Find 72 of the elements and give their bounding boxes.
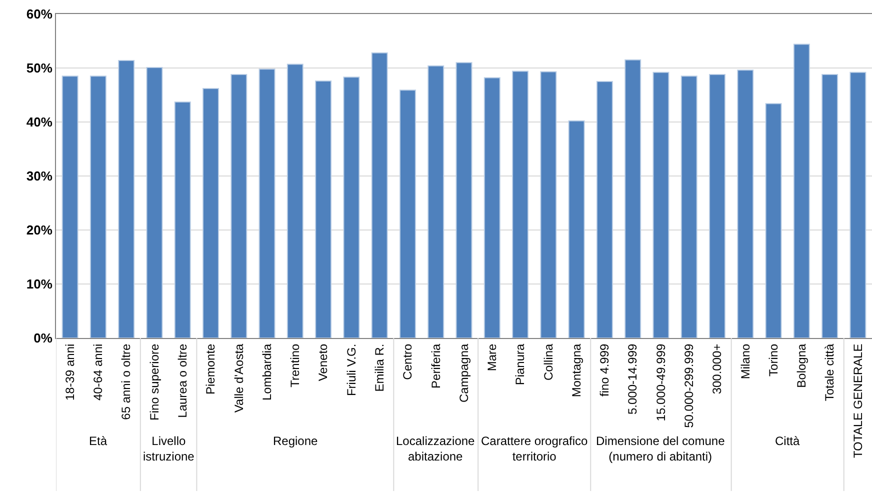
bar: [652, 72, 670, 338]
x-tick-label: Torino: [766, 343, 780, 376]
x-tick-label: Lombardia: [260, 343, 274, 401]
x-tick-label: Bologna: [794, 343, 809, 388]
text: Localizzazione abitazione: [396, 434, 476, 464]
x-tick-label: Valle d'Aosta: [232, 343, 246, 413]
x-tick-label: Veneto: [316, 343, 330, 382]
bar: [822, 74, 838, 338]
y-tick-label: 0%: [34, 330, 53, 346]
bar: [90, 76, 106, 338]
bar: [315, 80, 332, 338]
bar: [62, 76, 78, 338]
x-tick-label: Laurea o oltre: [176, 343, 190, 418]
bar: [371, 52, 388, 338]
y-tick-label: 30%: [26, 168, 53, 184]
x-tick-label: 5.000-14.999: [626, 343, 640, 415]
bar: [202, 88, 219, 338]
y-tick-label: 40%: [26, 114, 53, 130]
x-tick-label: 50.000-299.999: [682, 343, 696, 428]
x-tick-label: Friuli V.G.: [344, 344, 358, 396]
x-tick-label: Campagna: [456, 343, 471, 403]
bar: [456, 62, 472, 338]
text: Dimensione del comune (numero di abitanti): [596, 434, 726, 464]
x-tick-label: fino 4.999: [598, 343, 612, 397]
bar: [174, 102, 191, 338]
x-tick-label: Mare: [485, 343, 500, 372]
bar: [737, 70, 754, 338]
bar: [286, 64, 304, 338]
bar: [146, 66, 163, 338]
x-tick-label: Collina: [541, 343, 556, 380]
x-tick-label: Trentino: [288, 343, 302, 388]
x-tick-label: 18-39 anni: [62, 344, 77, 401]
bar: [258, 68, 276, 338]
y-tick-label: 10%: [26, 276, 53, 292]
x-tick-label: Fino superiore: [147, 343, 162, 421]
x-tick-label: 65 anni o oltre: [119, 343, 134, 420]
bar: [709, 74, 726, 338]
x-tick-label: Montagna: [569, 343, 584, 398]
y-tick-label: 50%: [26, 60, 53, 76]
bar: [428, 65, 444, 338]
x-tick-label: 40-64 anni: [91, 344, 106, 401]
x-tick-label: 15.000-49.999: [654, 343, 668, 422]
bar: [230, 74, 248, 338]
bar: [399, 90, 416, 338]
bar: [484, 77, 500, 338]
bar: [765, 103, 782, 338]
text: Età: [89, 434, 108, 448]
text: Regione: [273, 434, 318, 448]
x-tick-label: Emilia R.: [372, 344, 386, 392]
x-tick-label: Periferia: [428, 343, 443, 388]
x-tick-label: Totale città: [822, 343, 837, 402]
x-tick-label: Milano: [738, 343, 752, 380]
bar: [343, 76, 360, 338]
bar: [512, 70, 529, 338]
x-tick-label: Piemonte: [204, 343, 218, 395]
bar: [118, 60, 135, 338]
bar: [624, 59, 642, 338]
x-tick-label: TOTALE GENERALE: [850, 344, 865, 458]
bar: [850, 72, 866, 338]
bar: [793, 44, 810, 338]
bar: [540, 71, 557, 338]
bar: [568, 120, 585, 338]
x-tick-label: Pianura: [513, 343, 528, 386]
bar: [680, 76, 698, 338]
text: Carattere orografico territorio: [481, 434, 588, 464]
y-tick-label: 20%: [26, 222, 53, 238]
bar: [596, 81, 613, 338]
text: Livello istruzione: [143, 434, 195, 464]
y-tick-label: 60%: [26, 6, 53, 22]
x-tick-label: 300.000+: [710, 344, 724, 394]
text: Città: [775, 434, 800, 448]
x-tick-label: Centro: [400, 343, 415, 380]
